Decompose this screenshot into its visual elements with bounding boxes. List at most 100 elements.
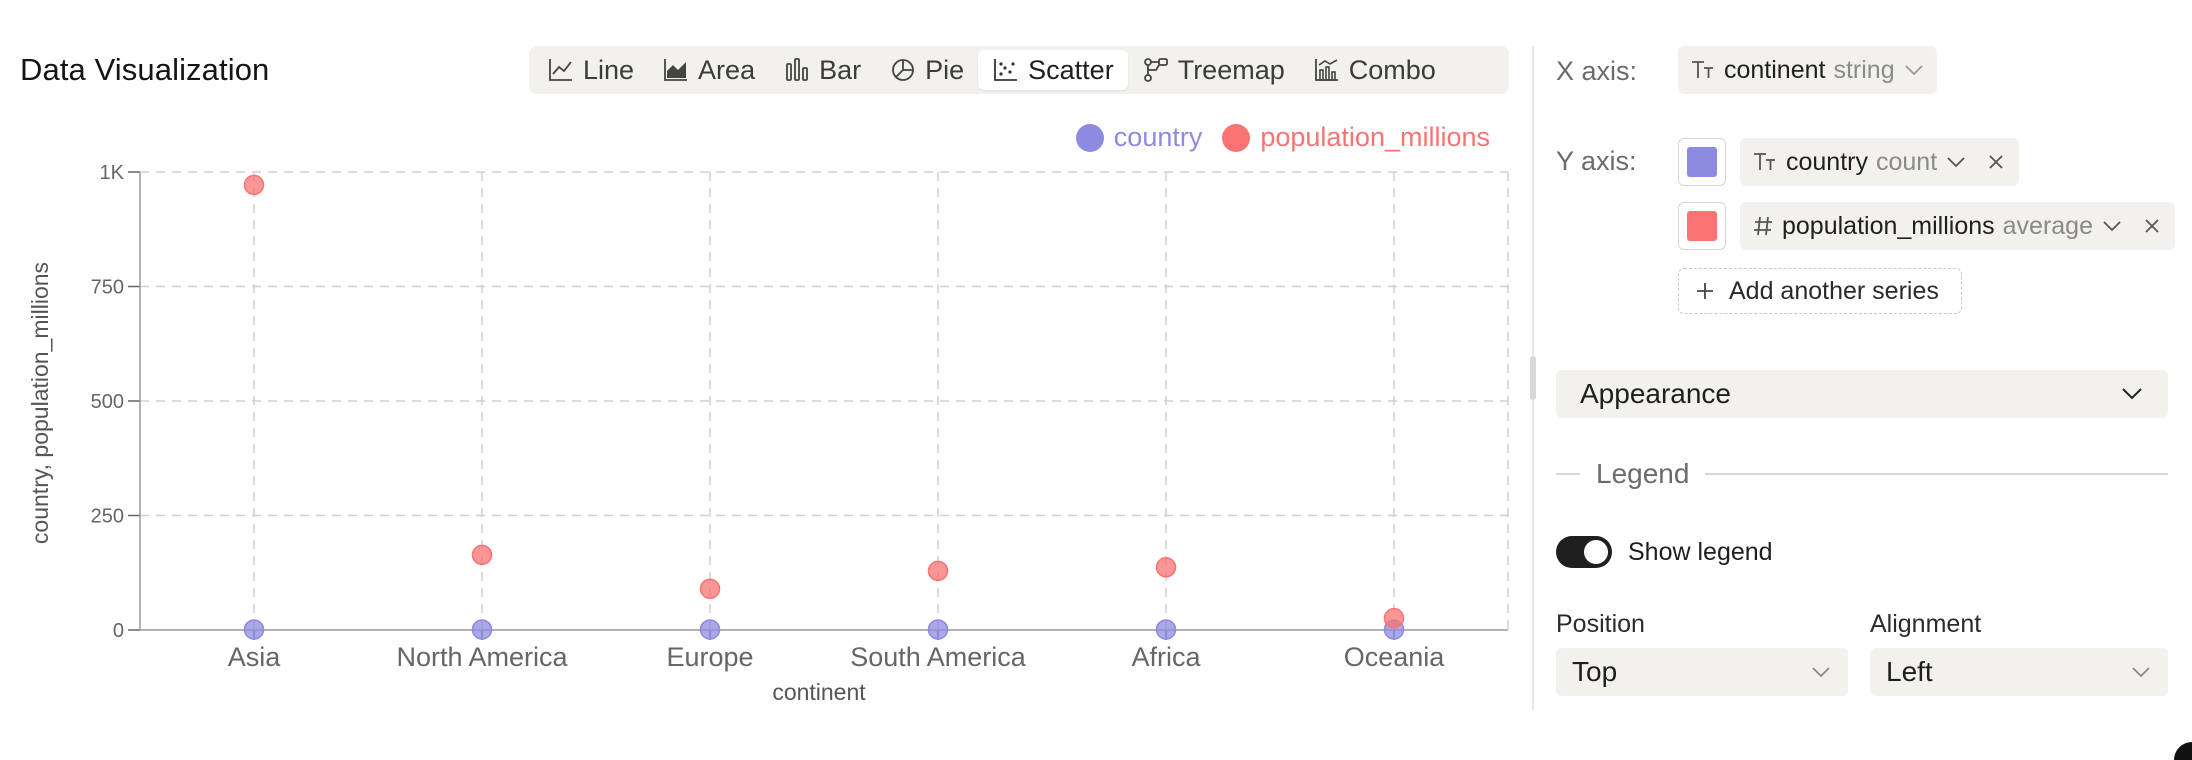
data-point-country [699, 619, 721, 640]
y-series-aggregation: average [2002, 211, 2093, 240]
divider [1556, 473, 1580, 475]
config-panel: X axis: continent string Y axis: country… [1556, 0, 2192, 760]
y-tick-label: 0 [113, 620, 124, 642]
data-point-country [1155, 619, 1177, 640]
window-corner [2174, 742, 2192, 760]
legend-item[interactable]: population_millions [1222, 122, 1490, 153]
chevron-down-icon [1904, 65, 1923, 76]
appearance-accordion[interactable]: Appearance [1556, 370, 2168, 418]
combo-chart-icon [1314, 59, 1338, 81]
close-icon[interactable] [2141, 215, 2163, 237]
series-color-picker-population[interactable] [1678, 202, 1726, 250]
series-color-swatch [1687, 211, 1717, 241]
legend-label: country [1113, 122, 1203, 152]
legend-alignment-select[interactable]: Left [1870, 648, 2168, 696]
chart-type-combo-button[interactable]: Combo [1299, 50, 1450, 90]
chevron-down-icon[interactable] [1945, 155, 1967, 169]
show-legend-label: Show legend [1628, 537, 1773, 566]
bar-chart-icon [786, 58, 808, 81]
chevron-down-icon [2132, 667, 2150, 678]
chart-type-scatter-button[interactable]: Scatter [978, 50, 1128, 90]
data-point-country [927, 619, 949, 640]
appearance-label: Appearance [1580, 378, 1732, 409]
data-point-country [471, 619, 493, 640]
data-point-population-millions [243, 174, 265, 196]
area-chart-icon [664, 59, 688, 81]
legend-marker [1222, 123, 1251, 152]
close-icon[interactable] [1985, 151, 2007, 173]
y-series-chip-country[interactable]: country count [1740, 138, 2020, 186]
y-axis-title: country, population_millions [27, 262, 53, 544]
data-point-population-millions [1155, 557, 1177, 578]
chart-type-area-button[interactable]: Area [648, 50, 769, 90]
x-tick-label: Europe [666, 642, 753, 672]
data-point-population-millions [471, 544, 493, 566]
x-axis-label: X axis: [1556, 56, 1638, 86]
position-label: Position [1556, 610, 1645, 638]
y-tick-label: 250 [91, 506, 124, 528]
legend-item[interactable]: country [1075, 122, 1203, 153]
y-tick-label: 1K [100, 162, 125, 184]
page-title: Data Visualization [20, 52, 270, 87]
legend-section-label: Legend [1596, 458, 1690, 489]
series-color-swatch [1687, 147, 1717, 177]
chart-type-bar-button[interactable]: Bar [769, 50, 875, 90]
chart-type-label: Treemap [1177, 54, 1285, 85]
scatter-chart: 0 250 500 750 1K Asia North America Europe South… [27, 162, 1509, 705]
chevron-down-icon [2122, 388, 2142, 400]
x-tick-label: Asia [228, 642, 282, 672]
x-tick-label: North America [396, 642, 568, 672]
x-axis-field-type: string [1833, 55, 1895, 84]
divider [1705, 473, 2168, 475]
x-axis-field-chip[interactable]: continent string [1678, 46, 1937, 94]
chart-type-label: Combo [1348, 54, 1436, 85]
add-series-button[interactable]: Add another series [1678, 268, 1962, 314]
pie-chart-icon [892, 59, 915, 81]
treemap-chart-icon [1143, 58, 1168, 82]
x-axis-field-name: continent [1724, 55, 1826, 84]
scatter-chart-icon [994, 59, 1018, 81]
data-point-population-millions [927, 560, 949, 582]
alignment-label: Alignment [1870, 610, 1982, 638]
show-legend-toggle[interactable] [1556, 536, 1612, 568]
chevron-down-icon[interactable] [2101, 219, 2123, 233]
legend-position-value: Top [1572, 656, 1618, 687]
y-series-field-name: population_millions [1782, 211, 1995, 240]
y-series-aggregation: count [1875, 147, 1938, 176]
y-axis-label: Y axis: [1556, 146, 1637, 176]
x-tick-label: Africa [1131, 642, 1201, 672]
y-tick-label: 750 [91, 277, 124, 299]
data-point-country [243, 619, 265, 640]
chart-type-line-button[interactable]: Line [533, 50, 648, 90]
chart-type-label: Scatter [1028, 54, 1114, 85]
chart-type-label: Bar [819, 54, 862, 85]
series-color-picker-country[interactable] [1678, 138, 1726, 186]
chart-type-selector: Line Area Bar Pie Scatter Treemap Combo [529, 46, 1509, 94]
chevron-down-icon [1812, 667, 1830, 678]
x-axis-title: continent [772, 679, 866, 705]
chart-type-pie-button[interactable]: Pie [875, 50, 978, 90]
chart-type-label: Area [698, 54, 756, 85]
y-series-chip-population-millions[interactable]: population_millions average [1740, 202, 2175, 250]
y-tick-label: 500 [91, 391, 124, 413]
chart-type-label: Line [583, 54, 635, 85]
text-type-icon [1754, 153, 1775, 170]
panel-resize-handle[interactable] [1530, 356, 1536, 400]
show-legend-row: Show legend [1556, 536, 1773, 568]
legend-label: population_millions [1260, 122, 1490, 152]
x-tick-label: Oceania [1344, 642, 1446, 672]
add-series-label: Add another series [1729, 276, 1939, 305]
chart-type-label: Pie [925, 54, 965, 85]
text-type-icon [1692, 61, 1713, 78]
number-hash-icon [1754, 216, 1772, 236]
line-chart-icon [549, 59, 572, 81]
legend-marker [1075, 123, 1104, 152]
chart-type-treemap-button[interactable]: Treemap [1128, 50, 1299, 90]
toggle-knob [1584, 540, 1608, 564]
legend-position-select[interactable]: Top [1556, 648, 1848, 696]
legend-section-header: Legend [1556, 456, 2168, 492]
chart-panel: Data Visualization Line Area Bar Pie Scatter… [20, 46, 1509, 705]
legend-alignment-value: Left [1886, 656, 1933, 687]
y-series-field-name: country [1786, 147, 1868, 176]
data-point-population-millions [699, 578, 721, 600]
